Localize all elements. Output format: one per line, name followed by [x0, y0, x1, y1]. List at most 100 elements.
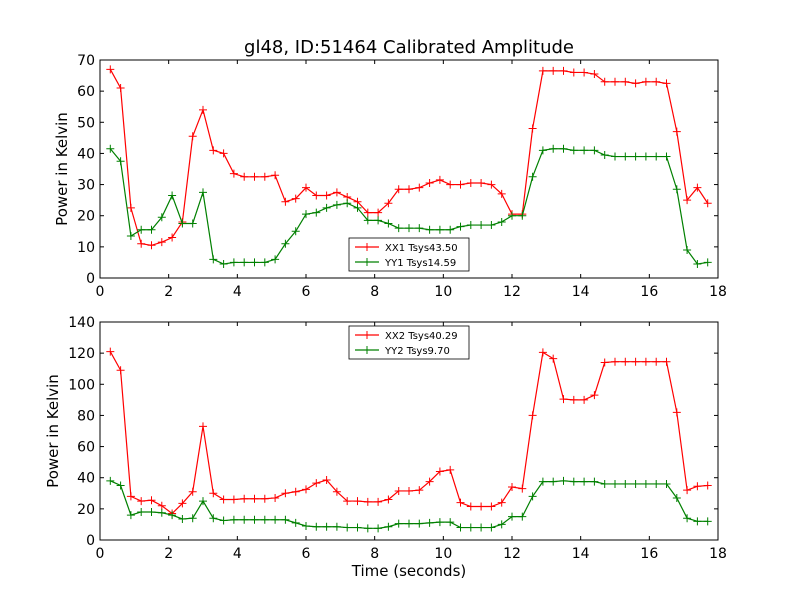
x-tick-label: 4: [233, 284, 242, 300]
data-point: [590, 391, 599, 400]
x-tick-label: 4: [233, 546, 242, 562]
data-point: [106, 476, 115, 485]
data-point: [157, 508, 166, 517]
data-point: [394, 224, 403, 233]
data-point: [178, 499, 187, 508]
data-point: [260, 258, 269, 267]
data-point: [415, 486, 424, 495]
data-point: [240, 172, 249, 181]
data-point: [157, 238, 166, 247]
data-point: [538, 66, 547, 75]
plot-frame: [99, 321, 719, 541]
x-tick-label: 18: [709, 546, 727, 562]
data-point: [549, 477, 558, 486]
data-point: [477, 502, 486, 511]
data-point: [435, 518, 444, 527]
data-point: [384, 199, 393, 208]
data-point: [600, 479, 609, 488]
data-point: [611, 479, 619, 488]
y-tick-label: 70: [77, 53, 95, 69]
data-point: [374, 524, 383, 533]
data-point: [611, 357, 619, 366]
data-point: [611, 152, 619, 161]
data-point: [580, 146, 589, 155]
data-point: [631, 79, 640, 88]
data-point: [508, 483, 516, 492]
data-point: [137, 497, 146, 506]
y-tick-label: 20: [77, 502, 95, 518]
data-point: [621, 357, 630, 366]
data-point: [219, 495, 228, 504]
data-point: [353, 497, 362, 506]
data-point: [157, 501, 166, 510]
data-point: [446, 225, 455, 234]
y-tick-label: 120: [68, 346, 95, 362]
data-point: [106, 65, 115, 74]
x-tick-label: 10: [434, 546, 452, 562]
data-point: [291, 194, 300, 203]
data-point: [590, 70, 599, 79]
data-point: [538, 348, 547, 357]
data-point: [600, 358, 609, 367]
data-point: [229, 495, 238, 504]
data-point: [683, 514, 692, 523]
legend-label: YY1 Tsys14.59: [384, 258, 456, 269]
y-tick-label: 40: [77, 146, 95, 162]
data-point: [559, 66, 568, 75]
y-tick-label: 20: [77, 209, 95, 225]
data-point: [435, 467, 444, 476]
data-point: [147, 507, 156, 516]
y-tick-label: 100: [68, 377, 95, 393]
data-point: [353, 523, 362, 532]
x-tick-label: 14: [572, 284, 590, 300]
data-point: [363, 497, 372, 506]
data-point: [580, 395, 589, 404]
x-tick-label: 16: [640, 284, 658, 300]
data-point: [178, 514, 187, 523]
x-tick-label: 6: [302, 284, 311, 300]
data-point: [260, 515, 269, 524]
data-point: [631, 152, 640, 161]
x-tick-label: 0: [96, 546, 105, 562]
x-tick-label: 8: [370, 546, 379, 562]
data-point: [456, 222, 465, 231]
data-point: [652, 77, 661, 86]
data-point: [425, 518, 434, 527]
data-point: [291, 227, 300, 236]
data-point: [518, 211, 527, 220]
legend-marker: [363, 243, 371, 251]
data-point: [291, 487, 300, 496]
data-point: [199, 105, 207, 114]
data-point: [446, 180, 455, 189]
data-point: [405, 185, 413, 194]
data-point: [240, 494, 249, 503]
data-point: [466, 523, 475, 532]
data-point: [332, 188, 341, 197]
data-point: [580, 68, 589, 77]
data-point: [456, 523, 465, 532]
data-point: [693, 259, 702, 268]
data-point: [199, 422, 207, 431]
x-tick-label: 12: [503, 284, 521, 300]
data-point: [559, 144, 568, 153]
data-point: [652, 357, 661, 366]
data-point: [343, 199, 352, 208]
data-point: [425, 477, 434, 486]
x-tick-label: 6: [302, 546, 311, 562]
data-point: [435, 175, 444, 184]
y-tick-label: 0: [86, 271, 95, 287]
data-point: [528, 411, 537, 420]
legend-label: XX1 Tsys43.50: [385, 243, 458, 254]
data-point: [538, 477, 547, 486]
x-tick-label: 2: [164, 546, 173, 562]
data-point: [126, 203, 135, 212]
data-point: [260, 172, 269, 181]
data-point: [188, 514, 197, 523]
data-point: [487, 502, 496, 511]
legend-marker: [363, 346, 371, 354]
data-point: [672, 127, 681, 136]
data-point: [569, 395, 578, 404]
data-point: [466, 221, 475, 230]
data-point: [332, 487, 341, 496]
data-point: [178, 219, 187, 228]
